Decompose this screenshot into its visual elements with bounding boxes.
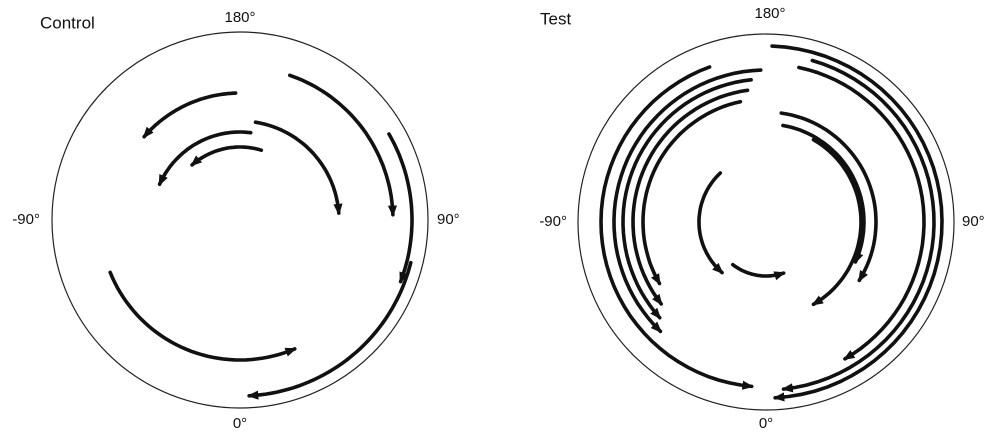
rotation-arrow [641, 99, 743, 286]
panel-title: Control [40, 13, 95, 32]
rotation-arrow [387, 132, 414, 284]
angle-label: 90° [437, 211, 460, 228]
rotation-arrow [108, 270, 297, 362]
rotation-arrow [781, 58, 936, 393]
angle-label: -90° [12, 211, 40, 228]
rotation-arrow [797, 65, 926, 361]
rotation-arrow [781, 123, 866, 265]
rotation-arcs [108, 73, 414, 400]
rotation-arrow [697, 171, 724, 275]
panel-title: Test [540, 9, 571, 28]
rotation-arrow [246, 260, 413, 400]
rotation-arrow [253, 120, 343, 216]
rotation-arrow [157, 130, 253, 187]
rotation-arrow [631, 88, 750, 306]
rotation-arrow [612, 68, 763, 334]
rotation-arrow [190, 145, 264, 167]
angle-label: 0° [233, 415, 247, 432]
rotation-arrow [811, 137, 863, 307]
rotation-arrow [621, 78, 753, 320]
rotation-arrow [599, 65, 754, 390]
angle-label: 90° [962, 213, 985, 230]
rotation-arcs [599, 44, 944, 402]
angle-label: 0° [759, 415, 773, 432]
polar-circle [577, 33, 955, 411]
rotation-arrow [770, 44, 944, 402]
rotation-arrow [731, 262, 786, 281]
rotation-arrow [142, 91, 238, 139]
rotation-arrow [288, 73, 398, 218]
angle-label: 180° [224, 9, 255, 26]
control-panel: Control 180° -90° 90° 0° [12, 9, 459, 432]
angle-label: -90° [539, 213, 567, 230]
rotation-arrow [779, 111, 878, 283]
angle-label: 180° [754, 5, 785, 22]
polar-circle [51, 31, 429, 409]
test-panel: Test 180° -90° 90° 0° [539, 5, 984, 432]
